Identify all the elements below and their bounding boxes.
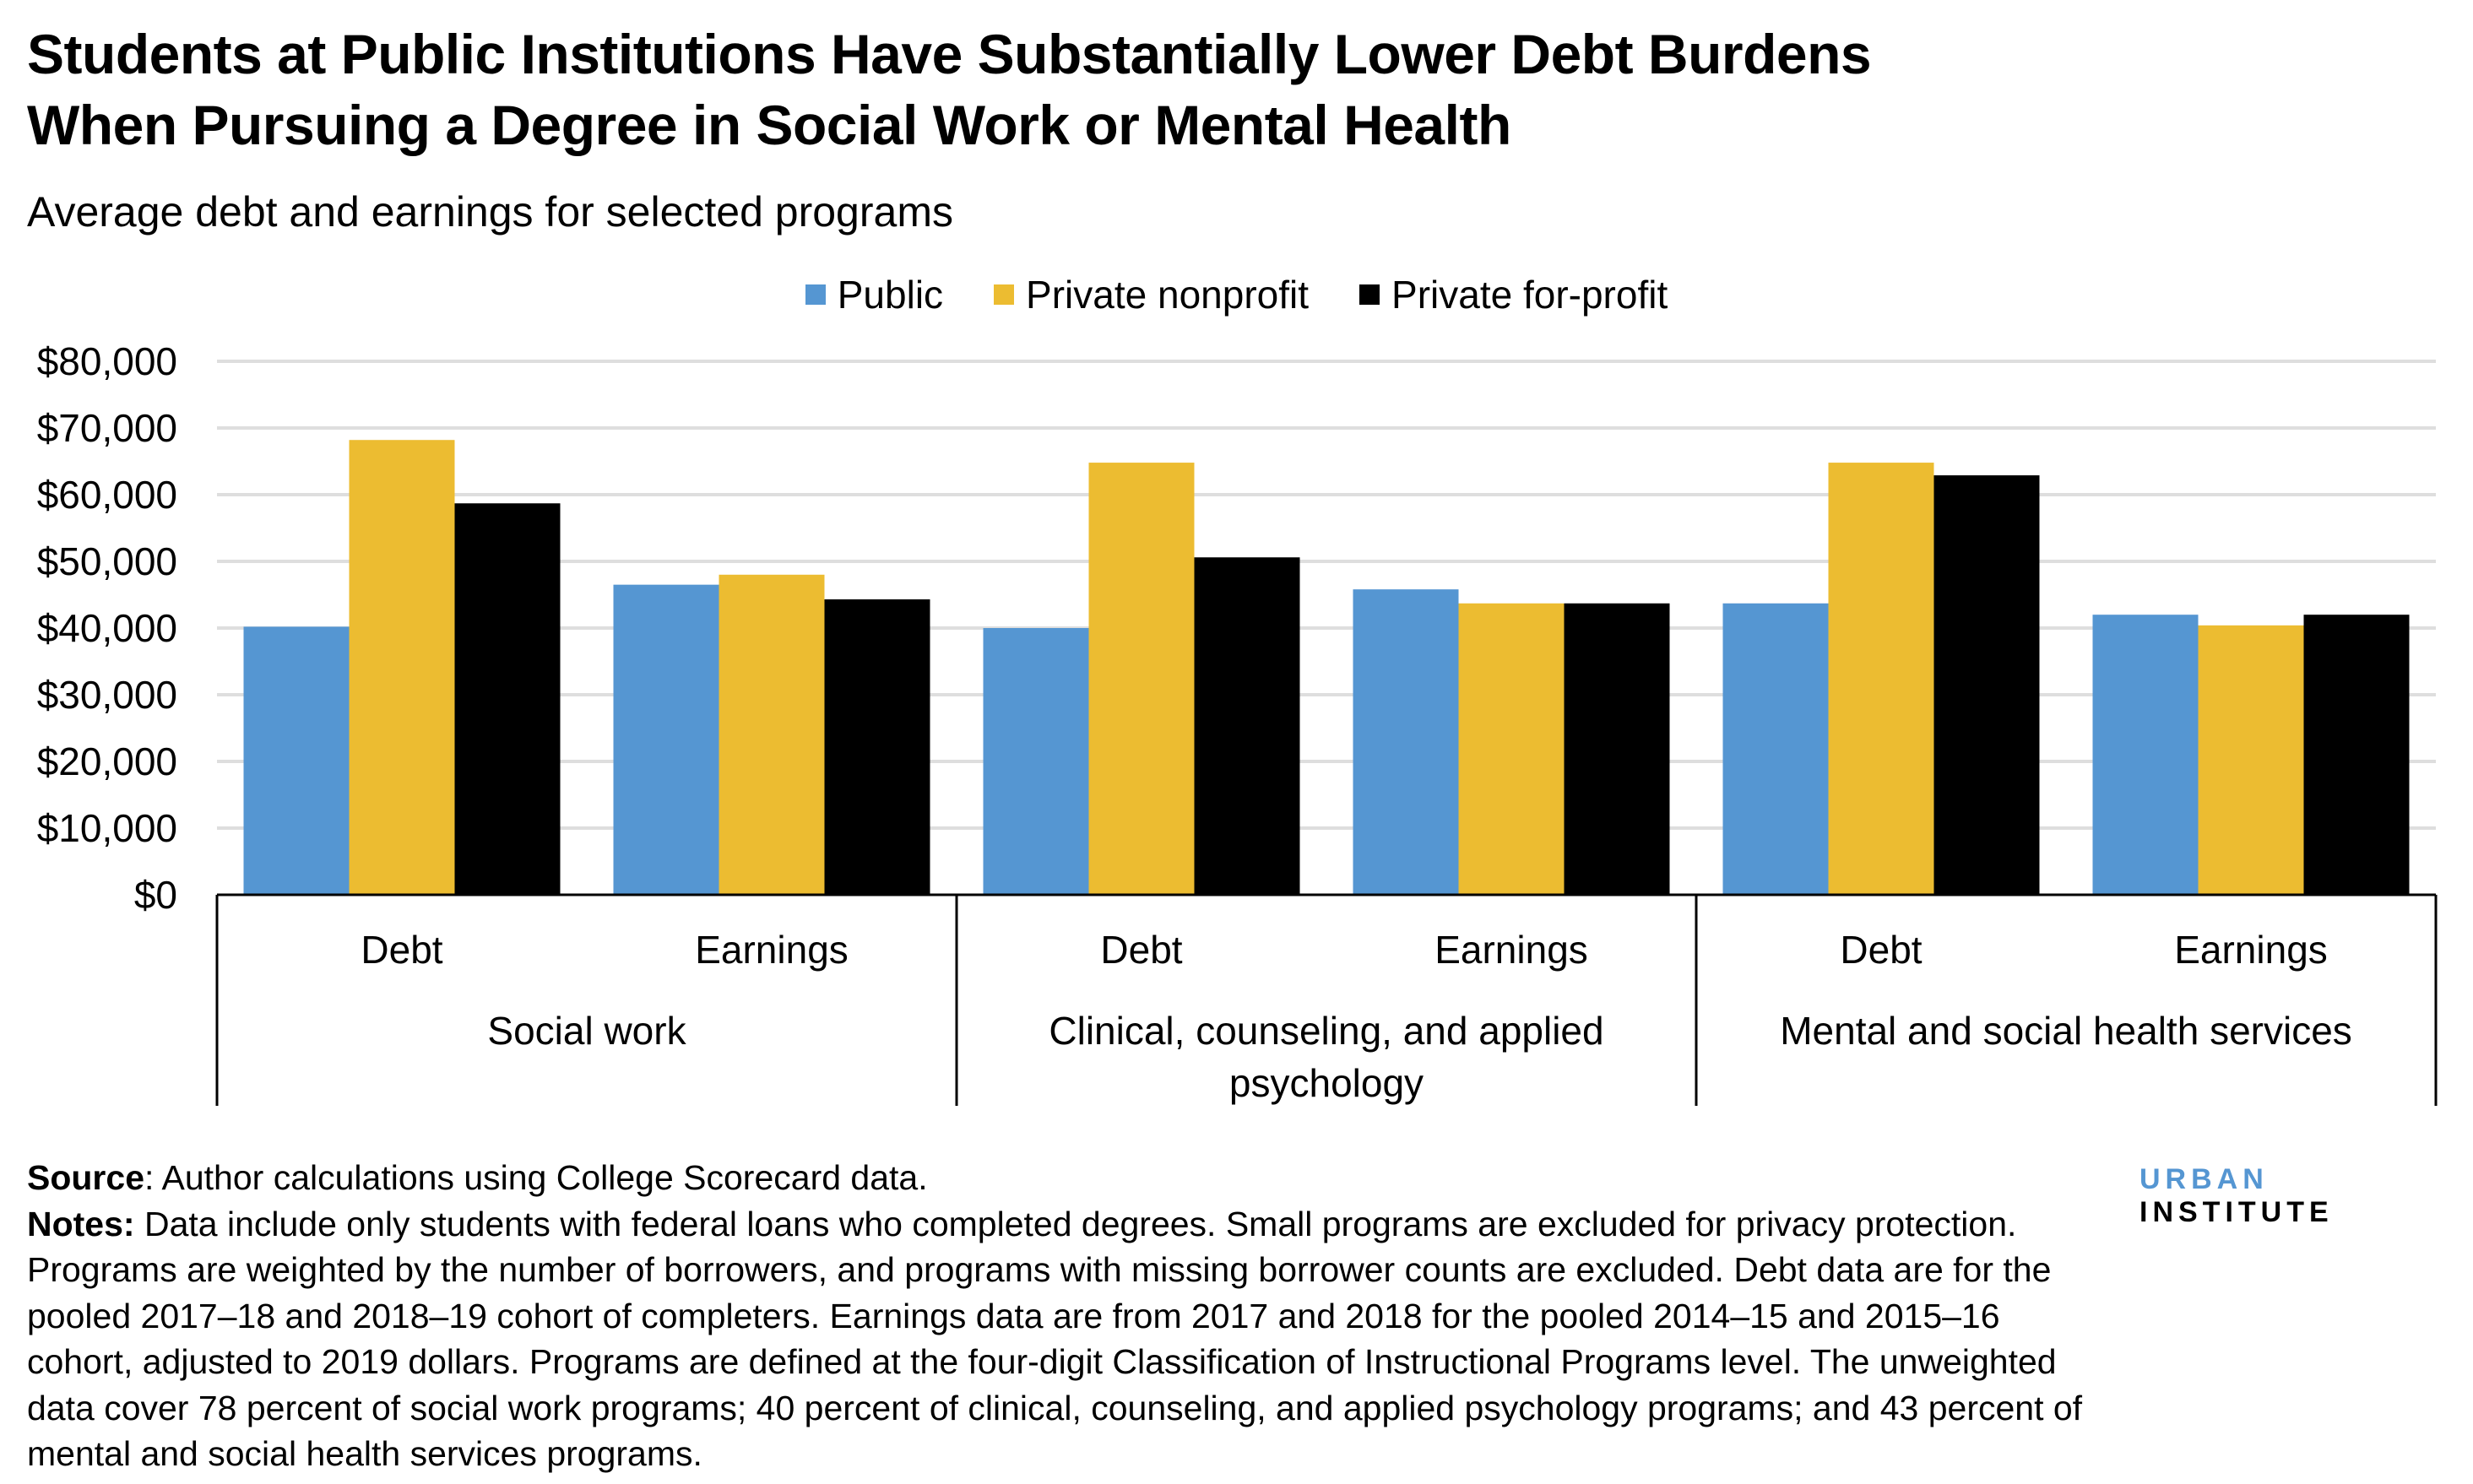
title-line-2: When Pursuing a Degree in Social Work or… — [27, 94, 1511, 156]
y-tick-label: $30,000 — [37, 673, 177, 717]
urban-institute-logo: URBAN INSTITUTE — [2139, 1163, 2473, 1229]
bar-private-nonprofit-4 — [1828, 463, 1934, 895]
legend-label-public: Public — [837, 273, 944, 317]
bar-public-0 — [243, 626, 350, 895]
bar-private-for-profit-0 — [454, 503, 561, 895]
notes-paragraph: Notes: Data include only students with f… — [27, 1201, 2087, 1477]
logo-institute: INSTITUTE — [2139, 1196, 2334, 1228]
chart-subtitle: Average debt and earnings for selected p… — [27, 188, 953, 236]
y-tick-label: $10,000 — [37, 806, 177, 850]
legend-item-public: Public — [805, 272, 943, 317]
logo-urban: URBAN — [2139, 1163, 2269, 1195]
bar-public-2 — [983, 628, 1089, 895]
legend: Public Private nonprofit Private for-pro… — [0, 272, 2473, 317]
chart-title: Students at Public Institutions Have Sub… — [27, 19, 1872, 160]
bar-private-for-profit-2 — [1194, 557, 1300, 895]
bar-public-1 — [613, 584, 719, 895]
bar-private-for-profit-1 — [824, 599, 930, 895]
bar-private-for-profit-3 — [1564, 603, 1670, 895]
bar-private-for-profit-5 — [2303, 615, 2410, 895]
source-line: Source: Author calculations using Colleg… — [27, 1155, 2087, 1201]
y-tick-label: $50,000 — [37, 539, 177, 583]
category-label: Earnings — [695, 928, 849, 972]
legend-swatch-private-for-profit — [1359, 284, 1380, 305]
legend-swatch-private-nonprofit — [994, 284, 1015, 305]
bar-private-nonprofit-5 — [2198, 625, 2304, 895]
y-tick-label: $60,000 — [37, 473, 177, 517]
y-tick-label: $80,000 — [37, 339, 177, 383]
legend-label-private-for-profit: Private for-profit — [1391, 273, 1668, 317]
legend-item-private-for-profit: Private for-profit — [1359, 272, 1668, 317]
group-label: Social work — [487, 1009, 686, 1053]
category-label: Debt — [361, 928, 442, 972]
category-label: Earnings — [1434, 928, 1588, 972]
legend-label-private-nonprofit: Private nonprofit — [1026, 273, 1310, 317]
source-label: Source — [27, 1158, 144, 1197]
notes-text: Data include only students with federal … — [27, 1204, 2083, 1474]
group-label: Mental and social health services — [1780, 1009, 2352, 1053]
y-tick-label: $70,000 — [37, 406, 177, 450]
category-label: Earnings — [2174, 928, 2328, 972]
bar-private-nonprofit-3 — [1458, 603, 1565, 895]
title-line-1: Students at Public Institutions Have Sub… — [27, 23, 1872, 85]
y-tick-label: $20,000 — [37, 739, 177, 783]
y-tick-label: $0 — [134, 873, 177, 917]
bar-private-nonprofit-2 — [1088, 463, 1195, 895]
legend-swatch-public — [805, 284, 826, 305]
bar-public-5 — [2092, 615, 2199, 895]
bar-private-for-profit-4 — [1933, 475, 2040, 895]
notes-label: Notes: — [27, 1204, 135, 1243]
category-label: Debt — [1100, 928, 1182, 972]
group-label: psychology — [1229, 1061, 1424, 1105]
source-text: : Author calculations using College Scor… — [144, 1158, 928, 1197]
bar-private-nonprofit-1 — [719, 574, 825, 895]
bar-public-4 — [1722, 603, 1829, 895]
bar-private-nonprofit-0 — [349, 440, 455, 895]
bar-public-3 — [1353, 589, 1459, 895]
group-label: Clinical, counseling, and applied — [1049, 1009, 1603, 1053]
legend-item-private-nonprofit: Private nonprofit — [994, 272, 1309, 317]
footer-notes: Source: Author calculations using Colleg… — [27, 1155, 2087, 1477]
category-label: Debt — [1840, 928, 1922, 972]
y-tick-label: $40,000 — [37, 606, 177, 650]
